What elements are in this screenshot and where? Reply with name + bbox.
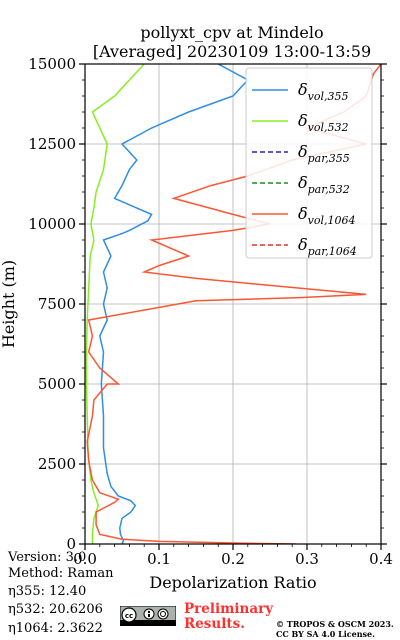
- chart-title-line1: pollyxt_cpv at Mindelo: [140, 23, 323, 42]
- cc-by-sa-icon: cc: [120, 606, 176, 626]
- preliminary-line2: Results.: [184, 616, 245, 632]
- series-line-0: [99, 64, 250, 544]
- axis-ticks: 0.0 0.1 0.2 0.3 0.4 0 2500 5000 7500 10000 12500 15…: [28, 55, 393, 568]
- x-tick-label: 0.3: [295, 550, 319, 568]
- x-axis-label: Depolarization Ratio: [149, 573, 316, 592]
- preliminary-results-text: Preliminary Results.: [184, 602, 273, 632]
- y-tick-label: 10000: [28, 215, 76, 233]
- y-axis-label: Height (m): [0, 260, 18, 348]
- y-tick-label: 15000: [28, 55, 76, 73]
- y-tick-label: 12500: [28, 135, 76, 153]
- copyright-text: © TROPOS & OSCM 2023. CC BY SA 4.0 Licen…: [276, 619, 394, 639]
- chart-title-line2: [Averaged] 20230109 13:00-13:59: [93, 42, 371, 61]
- y-tick-label: 5000: [38, 375, 76, 393]
- legend-label: δpar,1064: [298, 235, 357, 258]
- x-tick-label: 0.2: [221, 550, 245, 568]
- svg-text:cc: cc: [125, 612, 133, 620]
- y-tick-label: 2500: [38, 455, 76, 473]
- copyright-line2: CC BY SA 4.0 License.: [276, 629, 375, 639]
- method-text: Method: Raman: [8, 566, 114, 581]
- copyright-line1: © TROPOS & OSCM 2023.: [276, 619, 394, 629]
- eta532-text: η532: 20.6206: [8, 602, 103, 617]
- eta1064-text: η1064: 2.3622: [8, 621, 103, 636]
- legend-label: δvol,355: [298, 80, 349, 103]
- legend-label: δvol,532: [298, 111, 349, 134]
- eta355-text: η355: 12.40: [8, 584, 87, 599]
- x-tick-label: 0.0: [73, 550, 97, 568]
- legend-label: δpar,355: [298, 142, 350, 165]
- legend-label: δvol,1064: [298, 204, 356, 227]
- legend-box: [245, 67, 373, 259]
- y-tick-label: 7500: [38, 295, 76, 313]
- y-tick-label: 0: [66, 535, 76, 553]
- x-tick-label: 0.1: [147, 550, 171, 568]
- legend: δvol,355 δvol,532 δpar,355 δpar,532 δvol,106…: [245, 67, 373, 259]
- x-tick-label: 0.4: [369, 550, 393, 568]
- version-text: Version: 3.0: [8, 550, 87, 565]
- preliminary-line1: Preliminary: [184, 601, 274, 617]
- legend-label: δpar,532: [298, 173, 350, 196]
- series-line-1: [85, 64, 145, 544]
